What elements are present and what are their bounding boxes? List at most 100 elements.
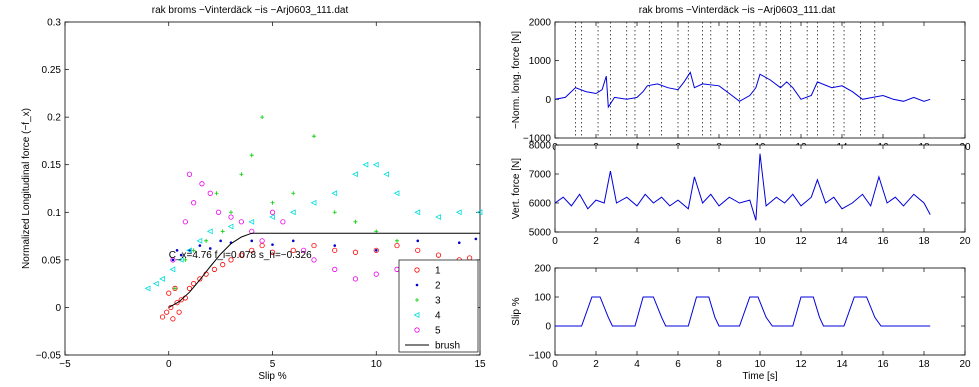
data-point [310, 199, 317, 206]
scatter-chart-xtick-label: 5 [270, 359, 276, 370]
slip-chart-xtick-label: 0 [552, 359, 558, 370]
force-chart-frame [554, 21, 966, 139]
data-point [312, 134, 316, 139]
data-point [311, 242, 317, 249]
series-brush [168, 232, 480, 308]
vert-force-chart-ytick-label: 5000 [529, 228, 552, 239]
data-point [219, 239, 222, 243]
slip-chart-xtick-label: 18 [918, 359, 930, 370]
data-point [229, 210, 233, 215]
scatter-chart-xlabel: Slip % [258, 371, 286, 382]
slip-chart-xtick-label: 16 [877, 359, 889, 370]
data-point [191, 200, 197, 206]
vert-force-chart-ytick-label: 8000 [529, 141, 552, 152]
data-point [260, 115, 265, 120]
data-point [383, 171, 390, 178]
data-point [476, 209, 483, 216]
data-point [179, 253, 183, 257]
scatter-chart-ytick-label: 0.3 [47, 18, 61, 29]
data-point [333, 244, 337, 247]
slip-chart-ytick-label: −100 [528, 351, 551, 362]
data-point [249, 153, 254, 158]
data-point [174, 300, 180, 306]
vert-force-chart-xtick-label: 6 [675, 236, 681, 247]
data-point [170, 257, 176, 263]
brush-curve [168, 232, 480, 308]
vert-force-chart-xtick-label: 0 [552, 236, 558, 247]
data-point [249, 247, 255, 253]
force-chart-ytick-label: −1000 [523, 134, 552, 145]
data-point [372, 161, 379, 168]
data-point [373, 271, 379, 277]
data-point [457, 241, 461, 245]
data-point [207, 190, 213, 196]
vert-force-chart-xtick-label: 16 [877, 236, 889, 247]
scatter-chart-xtick-label: 15 [474, 359, 486, 370]
data-point [301, 247, 307, 253]
series-5 [170, 171, 421, 282]
data-point [186, 247, 192, 254]
legend-label: 1 [435, 266, 441, 277]
data-point [172, 285, 178, 291]
data-point [178, 297, 184, 303]
series-2 [171, 237, 478, 262]
scatter-chart-ylabel: Normalized Longitudinal force (−f_x) [21, 108, 32, 269]
vert-force-chart-xtick-label: 12 [795, 236, 807, 247]
data-point [186, 285, 193, 291]
data-point [215, 209, 222, 215]
data-point [228, 214, 234, 220]
data-point [394, 242, 400, 249]
legend-label: 4 [435, 311, 441, 322]
data-point [164, 309, 170, 315]
scatter-chart-xtick-label: −5 [59, 359, 71, 370]
data-point [238, 252, 244, 258]
data-point [374, 229, 379, 234]
scatter-chart: −5 0 5 10 15−0.0500.050.10.150.20.250.3Slip … [21, 18, 486, 383]
data-point [374, 249, 378, 252]
data-point [352, 276, 359, 282]
slip-chart-frame [554, 267, 966, 356]
data-point [197, 276, 203, 282]
data-point [208, 247, 212, 250]
data-point [435, 214, 441, 220]
data-point [269, 214, 275, 220]
data-point [474, 237, 478, 241]
force-chart-trace [554, 71, 931, 109]
data-point [413, 312, 420, 318]
legend: 1 2 3 4 5 brush [398, 259, 479, 353]
data-point [415, 283, 419, 287]
slip-chart-xlabel: Time [s] [742, 371, 777, 382]
data-point [206, 228, 213, 235]
data-point [352, 171, 358, 178]
data-point [271, 243, 274, 246]
vert-force-chart-xtick-label: 18 [918, 236, 930, 247]
vert-force-chart-xtick-label: 8 [716, 236, 722, 247]
data-point [353, 219, 358, 224]
vert-force-chart-xtick-label: 14 [836, 236, 848, 247]
data-point [269, 249, 276, 255]
vert-force-chart-xtick-label: 4 [634, 236, 640, 247]
slip-chart-xtick-label: 8 [716, 359, 722, 370]
slip-chart-ytick-label: 100 [534, 293, 551, 304]
data-point [191, 281, 197, 287]
data-point [172, 286, 177, 291]
data-point [291, 239, 295, 243]
data-point [270, 200, 275, 205]
series-3 [172, 115, 399, 291]
data-point [435, 252, 442, 258]
scatter-chart-ytick-label: 0.2 [47, 113, 61, 124]
slip-chart-xtick-label: 20 [959, 359, 971, 370]
data-point [414, 267, 420, 273]
data-point [177, 256, 184, 263]
data-point [169, 266, 176, 273]
data-point [152, 280, 159, 287]
slip-chart-xtick-label: 4 [634, 359, 640, 370]
left-chart-title: rak broms −Vinterdäck −is −Arj0603_111.d… [152, 5, 349, 16]
data-point [290, 247, 296, 253]
data-point [393, 190, 400, 197]
data-point [414, 209, 421, 216]
data-point [455, 209, 462, 216]
series-4 [144, 161, 483, 292]
data-point [199, 181, 205, 187]
